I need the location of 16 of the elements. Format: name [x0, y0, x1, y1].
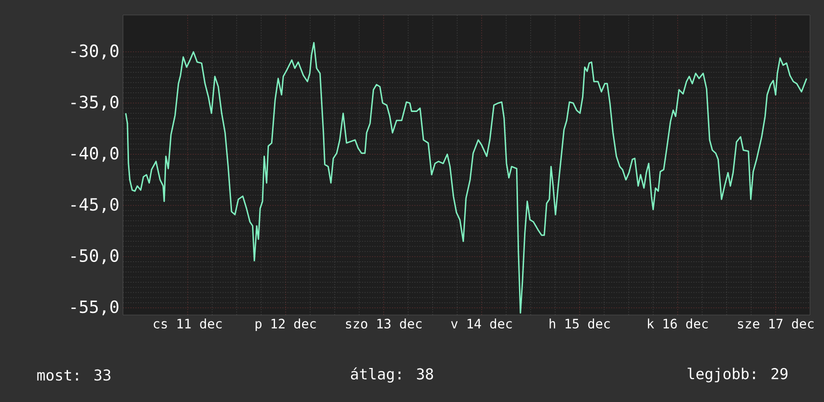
y-tick-label: -50,0: [71, 249, 118, 264]
x-tick-label: szo 13 dec: [346, 318, 422, 329]
x-tick-label: p 12 dec: [256, 318, 316, 332]
x-tick-label: h 15 dec: [550, 318, 610, 329]
text: legjobb: 29: [688, 368, 788, 382]
y-tick-label: -55,0: [71, 300, 118, 316]
text: átlag: 38: [350, 367, 434, 383]
y-tick-label: -30,0: [71, 44, 118, 60]
x-tick-label: k 16 dec: [648, 318, 708, 329]
y-tick-label: -45,0: [71, 198, 118, 213]
text: most: 33: [37, 369, 110, 381]
y-tick-label: -35,0: [71, 96, 118, 111]
x-tick-label: v 14 dec: [451, 318, 512, 329]
x-tick-label: cs 11 dec: [154, 318, 222, 329]
y-tick-label: -40,0: [71, 146, 118, 162]
x-tick-label: sze 17 dec: [738, 318, 814, 329]
